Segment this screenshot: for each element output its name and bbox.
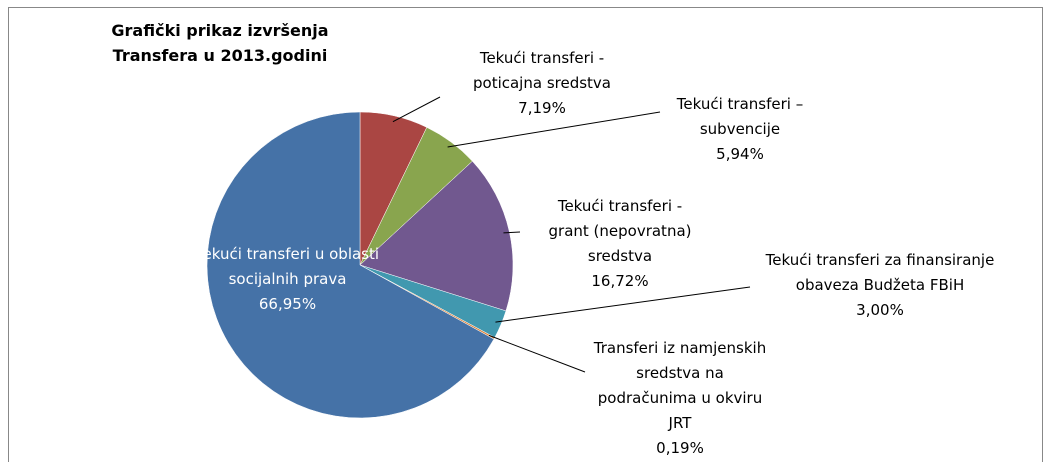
category-label: Tekući transferi za finansiranje obaveza… xyxy=(765,251,995,294)
value-label: 66,95% xyxy=(258,295,317,313)
leader-line xyxy=(503,231,521,234)
category-label: Tekući transferi – subvencije xyxy=(676,95,804,138)
leader-line xyxy=(392,96,441,123)
value-label: 16,72% xyxy=(591,272,649,290)
slice-label: Tekući transferi – subvencije 5,94% xyxy=(650,92,830,167)
category-label: Transferi iz namjenskih sredstva na podr… xyxy=(593,339,767,432)
value-label: 0,19% xyxy=(656,439,704,457)
frame xyxy=(8,7,1043,462)
value-label: 3,00% xyxy=(856,301,904,319)
slice-label: Tekući transferi u oblasti socijalnih pr… xyxy=(195,242,380,317)
pie-slice xyxy=(206,111,495,419)
slice-label: Transferi iz namjenskih sredstva na podr… xyxy=(585,336,775,461)
value-label: 7,19% xyxy=(518,99,566,117)
leader-line xyxy=(495,286,751,323)
category-label: Tekući transferi - poticajna sredstva xyxy=(473,49,611,92)
slice-label: Tekući transferi za finansiranje obaveza… xyxy=(760,248,1000,323)
pie-slice xyxy=(359,160,514,312)
category-label: Tekući transferi - grant (nepovratna) sr… xyxy=(548,197,692,265)
leader-line xyxy=(488,334,586,373)
slice-label: Tekući transferi - poticajna sredstva 7,1… xyxy=(462,46,622,121)
category-label: Tekući transferi u oblasti socijalnih pr… xyxy=(195,245,380,288)
value-label: 5,94% xyxy=(716,145,764,163)
chart-title: Grafički prikaz izvršenja Transfera u 20… xyxy=(111,21,329,65)
slice-label: Tekući transferi - grant (nepovratna) sr… xyxy=(545,194,695,294)
leader-line xyxy=(447,111,661,148)
